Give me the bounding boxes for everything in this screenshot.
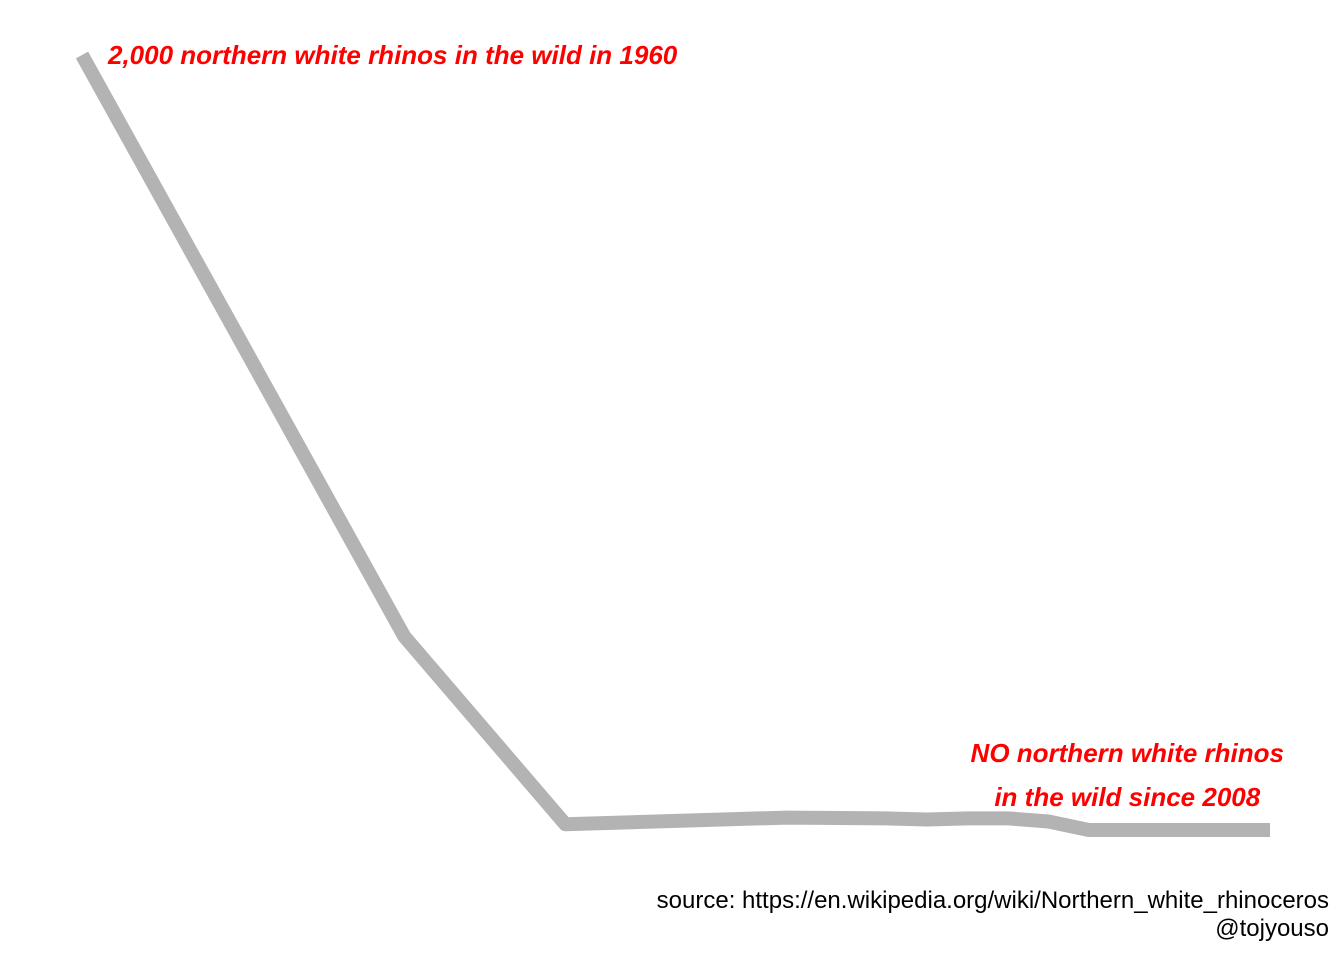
source-caption: source: https://en.wikipedia.org/wiki/No…: [656, 887, 1329, 914]
annotation-end-line-2: in the wild since 2008: [994, 782, 1261, 812]
series-line-0: [75, 51, 1270, 837]
annotation-start: 2,000 northern white rhinos in the wild …: [108, 40, 678, 70]
credit-caption: @tojyouso: [1215, 915, 1329, 942]
annotation-end-line-1: NO northern white rhinos: [970, 738, 1284, 768]
annotation-end: NO northern white rhinos in the wild sin…: [971, 731, 1284, 819]
